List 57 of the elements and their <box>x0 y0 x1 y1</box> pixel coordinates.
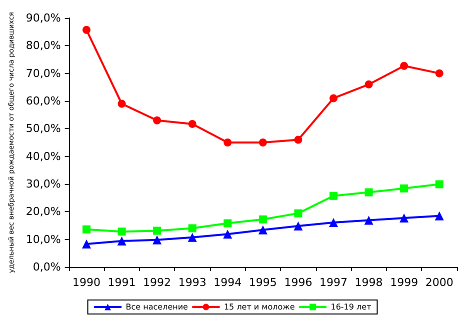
point <box>188 224 196 232</box>
y-tick-label: 0,0% <box>32 260 61 274</box>
point <box>329 192 338 200</box>
y-tick-label: 50,0% <box>26 122 61 136</box>
x-tick-label: 1993 <box>178 276 206 289</box>
y-tick-label: 20,0% <box>26 205 61 218</box>
y-tick-label: 10,0% <box>26 232 61 246</box>
y-tick-label: 70,0% <box>26 66 61 80</box>
legend-label: Все население <box>126 302 188 312</box>
point <box>328 218 338 227</box>
point <box>434 211 444 220</box>
point <box>258 215 267 224</box>
point <box>118 228 126 236</box>
x-tick-label: 1991 <box>108 276 136 289</box>
x-tick-label: 2000 <box>425 276 454 289</box>
point <box>224 219 232 228</box>
y-tick-label: 80,0% <box>26 39 61 52</box>
point <box>153 226 162 235</box>
x-tick-label: 1996 <box>284 276 312 289</box>
point <box>364 188 373 196</box>
y-tick-label: 60,0% <box>26 94 61 108</box>
point <box>400 214 409 223</box>
point <box>188 120 196 128</box>
point <box>364 80 373 88</box>
x-tick-label: 1992 <box>143 276 172 289</box>
point <box>82 240 91 249</box>
point <box>330 94 338 102</box>
point <box>258 138 267 146</box>
point <box>223 230 232 239</box>
point <box>400 184 408 192</box>
x-tick-label: 1994 <box>214 276 242 289</box>
point <box>224 138 232 146</box>
point <box>82 225 90 234</box>
point <box>435 180 444 188</box>
point <box>188 232 197 242</box>
x-tick-label: 1998 <box>354 276 383 289</box>
x-tick-label: 1995 <box>248 276 277 289</box>
point <box>82 26 90 34</box>
point <box>258 225 268 234</box>
point <box>118 100 126 108</box>
point <box>294 222 303 231</box>
point <box>117 236 126 246</box>
x-tick-label: 1997 <box>319 276 348 289</box>
y-tick-label: 40,0% <box>26 150 61 163</box>
y-tick-label: 90,0% <box>26 12 61 24</box>
x-tick-label: 1990 <box>72 276 100 289</box>
x-tick-label: 1999 <box>390 276 418 289</box>
point <box>435 69 444 78</box>
point <box>294 209 302 218</box>
point <box>153 116 162 124</box>
legend-label: 15 лет и моложе <box>224 302 295 312</box>
legend-label: 16-19 лет <box>330 302 372 312</box>
point <box>294 136 302 144</box>
y-tick-label: 30,0% <box>26 178 61 190</box>
point <box>364 216 374 225</box>
point <box>152 235 162 244</box>
point <box>400 62 408 70</box>
